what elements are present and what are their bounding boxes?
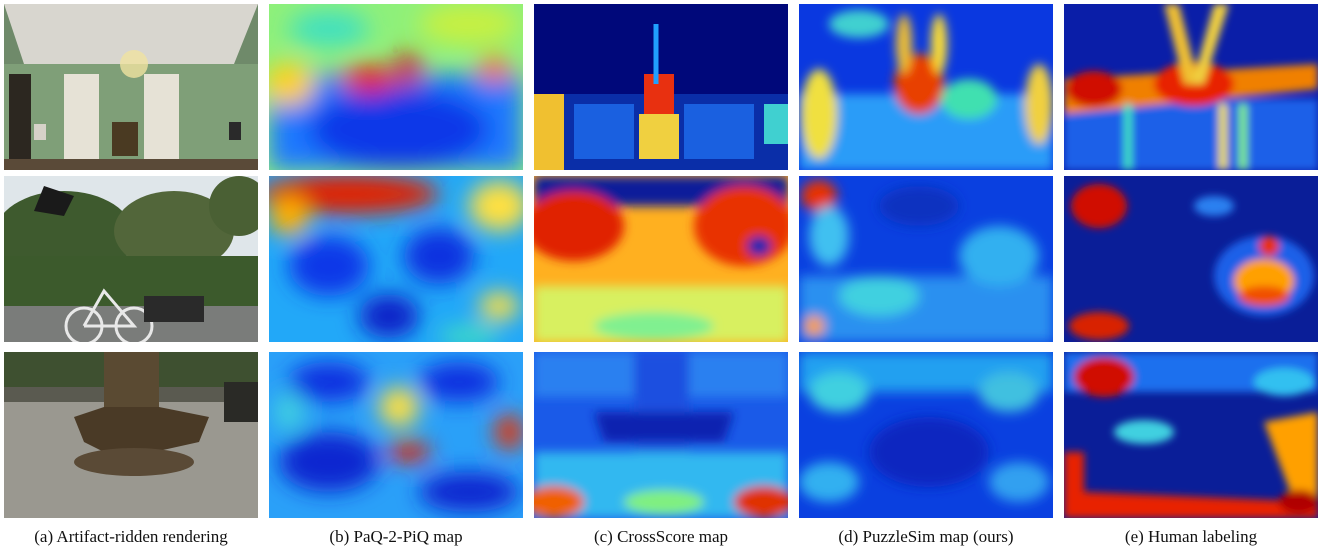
crossscore-map-interior-room [534, 4, 788, 170]
human-labeling-interior-room [1064, 4, 1318, 170]
caption-human-labeling: (e) Human labeling [1124, 527, 1258, 546]
rendering-interior-room [4, 4, 258, 170]
puzzlesim-map-garden-bicycle [799, 176, 1053, 342]
paq2piq-map-garden-bicycle [269, 176, 523, 342]
puzzlesim-map-interior-room [799, 4, 1053, 170]
puzzlesim-map-tree-bench [799, 352, 1053, 518]
rendering-tree-bench [4, 352, 258, 518]
paq2piq-map-interior-room [269, 4, 523, 170]
crossscore-map-tree-bench [534, 352, 788, 518]
caption-rendering: (a) Artifact-ridden rendering [34, 527, 228, 546]
crossscore-map-garden-bicycle [534, 176, 788, 342]
paq2piq-map-tree-bench [269, 352, 523, 518]
caption-puzzlesim: (d) PuzzleSim map (ours) [838, 527, 1014, 546]
human-labeling-tree-bench [1064, 352, 1318, 518]
caption-crossscore: (c) CrossScore map [593, 527, 729, 546]
rendering-garden-bicycle [4, 176, 258, 342]
human-labeling-garden-bicycle [1064, 176, 1318, 342]
caption-paq2piq: (b) PaQ-2-PiQ map [329, 527, 463, 546]
